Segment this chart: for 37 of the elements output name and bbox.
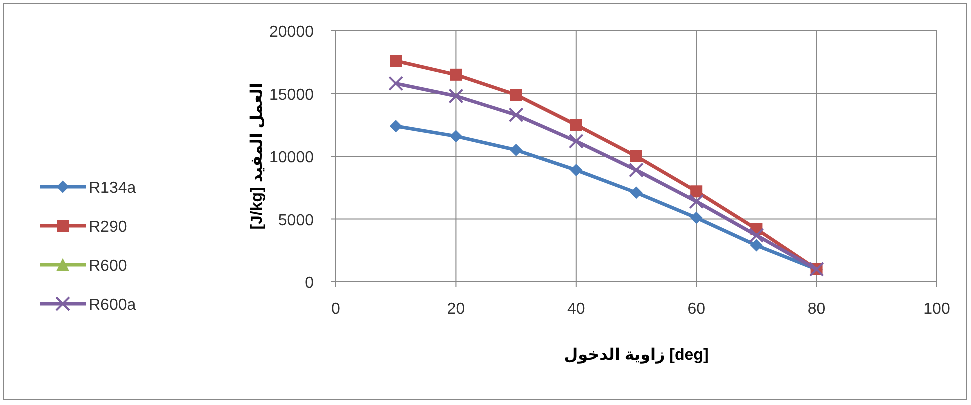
x-tick-label: 60: [688, 301, 706, 318]
legend-label: R600a: [89, 297, 136, 314]
point: [689, 194, 704, 210]
legend-label: R290: [89, 219, 128, 236]
x-tick-label: 40: [568, 301, 586, 318]
point: [749, 228, 764, 244]
x-tick-label: 80: [808, 301, 826, 318]
point: [630, 150, 642, 162]
point: [690, 212, 703, 224]
point: [510, 144, 522, 156]
point: [448, 88, 464, 104]
y-tick-label: 0: [305, 275, 314, 292]
point: [750, 240, 763, 252]
y-tick-label: 10000: [270, 150, 314, 166]
point: [690, 186, 703, 198]
x-tick-label: 20: [447, 301, 466, 318]
point: [508, 108, 524, 123]
x-tick-label: 0: [332, 301, 341, 318]
point: [568, 134, 584, 149]
x-tick-label: 100: [924, 301, 950, 318]
y-axis-title: [J/kg] العمل المفيد: [249, 83, 266, 230]
point: [388, 76, 404, 92]
y-tick-label: 20000: [270, 24, 314, 41]
point: [629, 162, 644, 178]
y-tick-label: 15000: [270, 86, 314, 104]
point: [450, 130, 462, 142]
legend-label: R134a: [89, 180, 136, 197]
point: [630, 186, 642, 199]
point: [390, 120, 402, 132]
point: [390, 55, 402, 68]
point: [510, 89, 522, 102]
point: [450, 68, 462, 81]
x-axis-title: زاوية الدخول [deg]: [564, 347, 709, 364]
y-tick-label: 5000: [278, 212, 314, 230]
point: [570, 164, 582, 176]
point: [570, 119, 582, 132]
legend-label: R600: [89, 258, 128, 275]
